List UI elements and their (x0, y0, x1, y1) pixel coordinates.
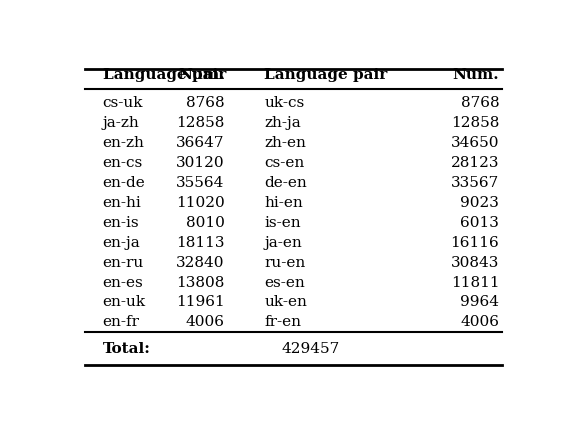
Text: is-en: is-en (264, 216, 301, 230)
Text: 4006: 4006 (185, 315, 224, 330)
Text: hi-en: hi-en (264, 195, 303, 209)
Text: 9023: 9023 (460, 195, 499, 209)
Text: 30843: 30843 (451, 256, 499, 270)
Text: cs-en: cs-en (264, 156, 304, 169)
Text: 35564: 35564 (176, 176, 224, 190)
Text: de-en: de-en (264, 176, 307, 190)
Text: Language pair: Language pair (102, 68, 226, 82)
Text: ja-en: ja-en (264, 235, 302, 249)
Text: en-hi: en-hi (102, 195, 141, 209)
Text: en-ru: en-ru (102, 256, 144, 270)
Text: en-uk: en-uk (102, 296, 146, 309)
Text: zh-en: zh-en (264, 136, 306, 150)
Text: en-is: en-is (102, 216, 139, 230)
Text: 9964: 9964 (460, 296, 499, 309)
Text: ja-zh: ja-zh (102, 116, 139, 130)
Text: 34650: 34650 (451, 136, 499, 150)
Text: 429457: 429457 (282, 342, 340, 356)
Text: 12858: 12858 (451, 116, 499, 130)
Text: 11811: 11811 (451, 275, 499, 290)
Text: 12858: 12858 (176, 116, 224, 130)
Text: en-es: en-es (102, 275, 143, 290)
Text: fr-en: fr-en (264, 315, 301, 330)
Text: 16116: 16116 (451, 235, 499, 249)
Text: 8768: 8768 (186, 95, 224, 110)
Text: 8768: 8768 (460, 95, 499, 110)
Text: en-cs: en-cs (102, 156, 143, 169)
Text: 28123: 28123 (451, 156, 499, 169)
Text: cs-uk: cs-uk (102, 95, 143, 110)
Text: en-zh: en-zh (102, 136, 144, 150)
Text: 32840: 32840 (176, 256, 224, 270)
Text: en-de: en-de (102, 176, 145, 190)
Text: Total:: Total: (102, 342, 150, 356)
Text: en-ja: en-ja (102, 235, 140, 249)
Text: 18113: 18113 (176, 235, 224, 249)
Text: es-en: es-en (264, 275, 305, 290)
Text: ru-en: ru-en (264, 256, 305, 270)
Text: en-fr: en-fr (102, 315, 140, 330)
Text: 6013: 6013 (460, 216, 499, 230)
Text: Language pair: Language pair (264, 68, 388, 82)
Text: 13808: 13808 (176, 275, 224, 290)
Text: 11020: 11020 (176, 195, 224, 209)
Text: 33567: 33567 (451, 176, 499, 190)
Text: 36647: 36647 (176, 136, 224, 150)
Text: 30120: 30120 (176, 156, 224, 169)
Text: zh-ja: zh-ja (264, 116, 301, 130)
Text: 11961: 11961 (176, 296, 224, 309)
Text: uk-en: uk-en (264, 296, 307, 309)
Text: Num.: Num. (178, 68, 224, 82)
Text: uk-cs: uk-cs (264, 95, 304, 110)
Text: 8010: 8010 (185, 216, 224, 230)
Text: Num.: Num. (452, 68, 499, 82)
Text: 4006: 4006 (460, 315, 499, 330)
